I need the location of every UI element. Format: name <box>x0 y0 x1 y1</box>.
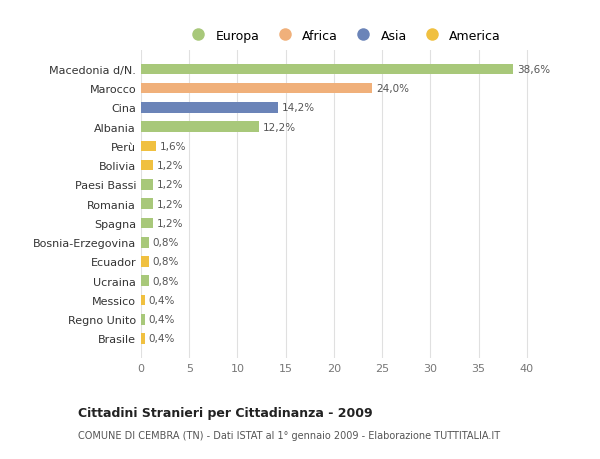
Bar <box>141 199 152 210</box>
Text: 14,2%: 14,2% <box>282 103 315 113</box>
Text: 38,6%: 38,6% <box>517 65 550 75</box>
Bar <box>141 334 145 344</box>
Legend: Europa, Africa, Asia, America: Europa, Africa, Asia, America <box>182 26 505 46</box>
Text: 0,8%: 0,8% <box>152 238 179 248</box>
Bar <box>141 64 513 75</box>
Text: 12,2%: 12,2% <box>263 123 296 132</box>
Text: 24,0%: 24,0% <box>376 84 409 94</box>
Text: 1,6%: 1,6% <box>160 142 187 151</box>
Bar <box>141 161 152 171</box>
Text: 0,4%: 0,4% <box>149 295 175 305</box>
Text: 0,4%: 0,4% <box>149 314 175 325</box>
Bar <box>141 84 373 94</box>
Bar <box>141 141 157 152</box>
Text: COMUNE DI CEMBRA (TN) - Dati ISTAT al 1° gennaio 2009 - Elaborazione TUTTITALIA.: COMUNE DI CEMBRA (TN) - Dati ISTAT al 1°… <box>78 430 500 440</box>
Bar <box>141 122 259 133</box>
Bar <box>141 314 145 325</box>
Bar <box>141 237 149 248</box>
Bar <box>141 295 145 306</box>
Text: 0,8%: 0,8% <box>152 257 179 267</box>
Bar <box>141 103 278 113</box>
Text: 1,2%: 1,2% <box>157 161 183 171</box>
Text: 0,8%: 0,8% <box>152 276 179 286</box>
Text: 1,2%: 1,2% <box>157 180 183 190</box>
Text: 1,2%: 1,2% <box>157 218 183 229</box>
Text: Cittadini Stranieri per Cittadinanza - 2009: Cittadini Stranieri per Cittadinanza - 2… <box>78 406 373 419</box>
Bar <box>141 180 152 190</box>
Text: 1,2%: 1,2% <box>157 199 183 209</box>
Bar <box>141 276 149 286</box>
Bar <box>141 218 152 229</box>
Text: 0,4%: 0,4% <box>149 334 175 344</box>
Bar <box>141 257 149 267</box>
